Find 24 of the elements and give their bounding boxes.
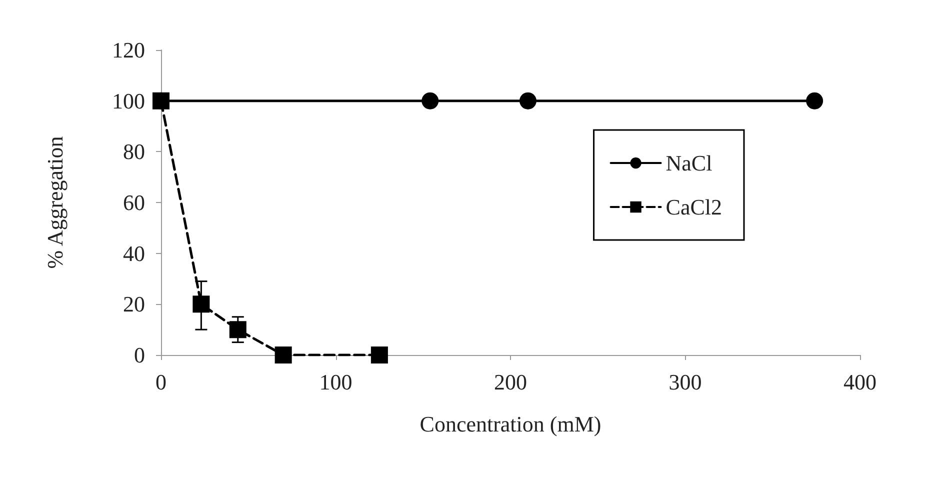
y-tick-label: 60 <box>123 190 145 215</box>
point <box>152 92 170 110</box>
point <box>806 92 824 110</box>
legend-label: CaCl2 <box>666 194 722 220</box>
y-tick-label: 100 <box>112 88 145 114</box>
y-tick-label: 40 <box>123 240 145 266</box>
point <box>274 346 292 364</box>
point <box>229 321 246 338</box>
y-tick-label: 0 <box>134 342 145 368</box>
x-tick-label: 0 <box>156 370 166 394</box>
y-tick-label: 20 <box>123 292 145 317</box>
point <box>192 296 210 313</box>
y-axis-title: % Aggregation <box>42 136 68 269</box>
legend-label: NaCl <box>666 150 712 176</box>
x-axis-title: Concentration (mM) <box>420 412 602 436</box>
x-tick-label: 300 <box>668 370 702 394</box>
x-tick-label: 400 <box>844 370 876 394</box>
x-tick-label: 100 <box>319 370 352 394</box>
point <box>519 92 536 110</box>
y-tick-label: 120 <box>112 38 145 62</box>
y-tick-label: 80 <box>123 139 145 164</box>
x-tick-label: 200 <box>494 370 527 394</box>
point <box>370 346 388 364</box>
point <box>422 92 439 110</box>
